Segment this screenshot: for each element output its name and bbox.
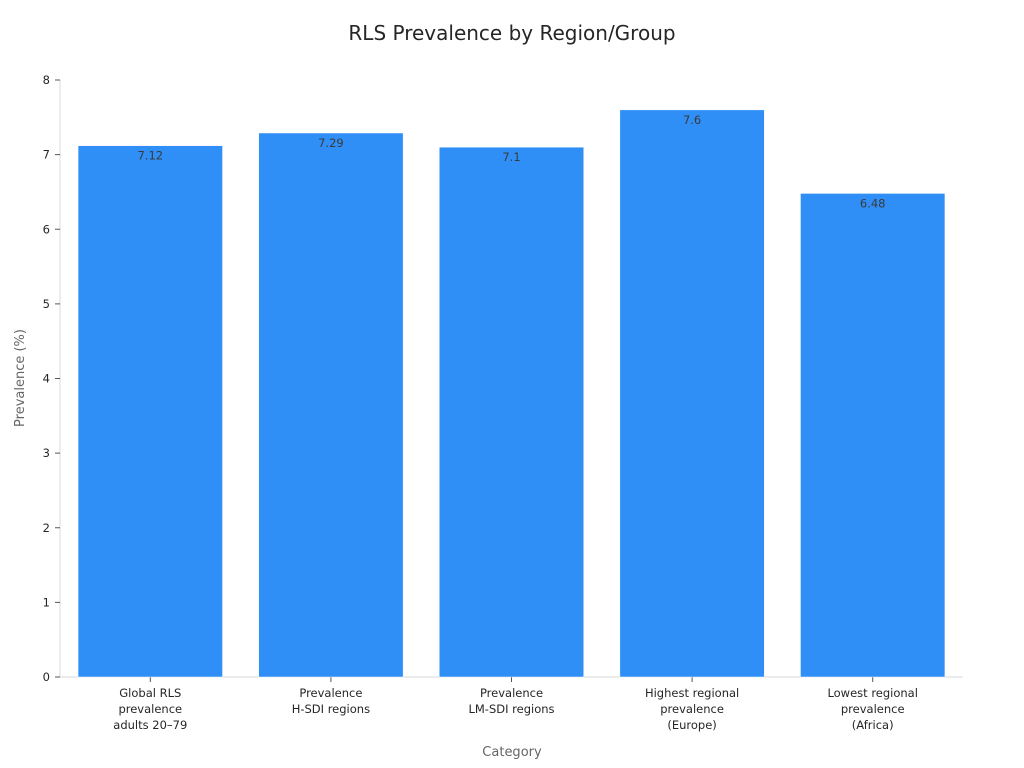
x-tick-label-line: (Europe) <box>667 718 716 732</box>
x-tick-label-line: Highest regional <box>645 686 739 700</box>
x-tick-label-line: Prevalence <box>299 686 362 700</box>
bar <box>619 109 765 678</box>
bar <box>258 132 404 678</box>
bar <box>800 193 946 678</box>
x-tick-label: Global RLS prevalence adults 20–79 <box>113 686 187 732</box>
y-tick-label: 6 <box>43 222 50 236</box>
x-tick-label: Prevalence H-SDI regions <box>292 686 370 716</box>
chart-title: RLS Prevalence by Region/Group <box>348 21 675 45</box>
data-label: 7.12 <box>137 149 163 163</box>
x-tick-label-line: (Africa) <box>852 718 894 732</box>
x-tick-label-line: H-SDI regions <box>292 702 370 716</box>
x-tick-label-line: LM-SDI regions <box>468 702 554 716</box>
y-tick-label: 1 <box>43 595 50 609</box>
y-tick-label: 7 <box>43 148 50 162</box>
y-axis-label: Prevalence (%) <box>13 329 28 427</box>
y-tick-label: 5 <box>43 297 50 311</box>
x-tick-label-line: adults 20–79 <box>113 718 187 732</box>
data-label: 7.1 <box>502 150 520 164</box>
labels-group: 7.12 7.29 7.1 7.6 6.48 <box>137 113 885 211</box>
x-tick-label-line: Prevalence <box>480 686 543 700</box>
x-tick-label-line: prevalence <box>118 702 182 716</box>
y-tick-label: 8 <box>43 73 50 87</box>
x-tick-label: Prevalence LM-SDI regions <box>468 686 554 716</box>
y-tick-label: 0 <box>43 670 50 684</box>
data-label: 6.48 <box>860 196 886 210</box>
x-tick-label-line: prevalence <box>660 702 724 716</box>
x-tick-label-line: prevalence <box>841 702 905 716</box>
x-tick-label: Highest regional prevalence (Europe) <box>645 686 739 732</box>
data-label: 7.29 <box>318 136 344 150</box>
data-label: 7.6 <box>683 113 701 127</box>
bar <box>439 146 584 678</box>
x-tick-label-line: Global RLS <box>119 686 181 700</box>
x-tick-label-line: Lowest regional <box>827 686 918 700</box>
y-tick-label: 4 <box>43 372 50 386</box>
y-tick-label: 2 <box>43 521 50 535</box>
bar <box>77 145 223 678</box>
x-axis-label: Category <box>482 745 542 760</box>
axes: 0 1 2 3 4 5 6 7 8 Global RLS prevalence adults 20–7… <box>43 73 963 732</box>
y-tick-label: 3 <box>43 446 50 460</box>
bars-group <box>77 109 946 678</box>
x-tick-label: Lowest regional prevalence (Africa) <box>827 686 918 732</box>
